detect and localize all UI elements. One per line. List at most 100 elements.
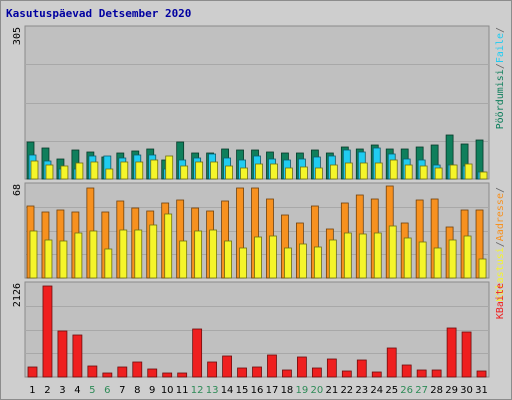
x-tick-label-day-6: 6 [104,385,110,396]
top-bar-külastusi-day-28 [434,167,443,180]
middle-bar-külastusi-day-19 [299,243,307,279]
x-tick-label-day-7: 7 [119,385,125,396]
x-tick-label-day-9: 9 [149,385,155,396]
middle-bar-külastusi-day-5 [89,230,98,279]
bottom-bar-kbaite-day-6 [102,372,113,378]
middle-bar-külastusi-day-2 [44,239,53,279]
middle-bar-külastusi-day-3 [59,240,68,279]
top-bar-külastusi-day-27 [419,165,428,180]
chart-title: Kasutuspäevad Detsember 2020 [6,7,191,20]
x-tick-label-day-19: 19 [296,385,309,396]
middle-bar-külastusi-day-13 [209,229,218,279]
top-bar-külastusi-day-5 [90,161,99,180]
x-tick-label-day-18: 18 [281,385,294,396]
x-tick-label-day-8: 8 [134,385,140,396]
x-tick-label-day-31: 31 [475,385,488,396]
middle-bar-külastusi-day-28 [433,247,442,279]
middle-scale-label: 68 [12,184,23,196]
x-tick-label-day-4: 4 [74,385,80,396]
top-bar-külastusi-day-29 [449,164,458,180]
middle-bar-külastusi-day-9 [149,224,158,279]
bottom-bar-kbaite-day-28 [431,369,442,378]
top-bar-külastusi-day-18 [285,167,293,180]
top-bar-külastusi-day-17 [270,163,278,180]
bottom-bar-kbaite-day-12 [192,328,203,378]
x-tick-label-day-11: 11 [176,385,189,396]
middle-bar-külastusi-day-8 [134,229,143,279]
top-bar-külastusi-day-22 [344,162,353,180]
middle-bar-külastusi-day-20 [313,246,322,279]
bottom-bar-kbaite-day-9 [147,368,158,378]
middle-bar-külastusi-day-30 [463,235,472,279]
bottom-plot-area [24,281,490,378]
bottom-bar-kbaite-day-31 [476,370,487,378]
x-tick-label-day-30: 30 [460,385,473,396]
right-legend-top: Pöördumisi/Faile/ [495,27,506,129]
top-bar-külastusi-day-20 [314,167,323,180]
bottom-bar-kbaite-day-26 [401,364,412,378]
middle-bar-külastusi-day-16 [254,236,262,279]
middle-bar-külastusi-day-7 [119,229,128,279]
bottom-bar-kbaite-day-29 [446,327,457,378]
bottom-bar-kbaite-day-21 [326,358,337,378]
middle-bar-külastusi-day-17 [269,235,277,279]
middle-bar-külastusi-day-27 [418,241,427,279]
top-bar-külastusi-day-19 [300,166,308,180]
x-tick-label-day-26: 26 [400,385,413,396]
legend-separator: / [495,63,506,69]
middle-bar-külastusi-day-25 [388,225,397,279]
top-bar-külastusi-day-21 [329,164,338,180]
x-tick-label-day-3: 3 [59,385,65,396]
top-bar-külastusi-day-10 [165,155,174,180]
right-legend-bottom: KBaite [495,283,506,319]
x-tick-label-day-20: 20 [311,385,324,396]
middle-bar-külastusi-day-23 [358,233,367,279]
x-tick-label-day-24: 24 [370,385,383,396]
x-tick-label-day-14: 14 [221,385,234,396]
top-bar-külastusi-day-15 [240,167,248,180]
middle-bar-külastusi-day-1 [29,230,38,279]
top-bar-külastusi-day-9 [150,159,159,180]
x-tick-label-day-23: 23 [355,385,368,396]
bottom-bar-kbaite-day-8 [132,361,143,378]
bottom-bar-kbaite-day-23 [356,359,367,378]
bottom-bar-kbaite-day-24 [371,371,382,378]
top-bar-külastusi-day-31 [479,171,488,180]
top-bar-külastusi-day-12 [195,161,204,180]
bottom-bar-kbaite-day-2 [42,285,53,378]
top-bar-külastusi-day-24 [374,162,383,180]
legend-label-kbaite: KBaite [495,283,506,319]
bottom-bar-kbaite-day-1 [27,366,38,378]
top-bar-külastusi-day-7 [120,161,129,180]
middle-bar-külastusi-day-21 [328,239,337,279]
middle-bar-külastusi-day-4 [74,232,83,279]
bottom-bar-kbaite-day-25 [386,347,397,378]
x-tick-label-day-17: 17 [266,385,279,396]
bottom-bar-kbaite-day-17 [267,354,277,378]
top-bar-külastusi-day-2 [45,164,54,180]
bottom-scale-label: 2126 [12,283,23,307]
bottom-bar-kbaite-day-13 [207,361,218,378]
top-bar-külastusi-day-26 [404,164,413,180]
x-tick-label-day-10: 10 [161,385,174,396]
middle-bar-külastusi-day-26 [403,237,412,279]
middle-bar-külastusi-day-14 [224,240,232,279]
middle-bar-külastusi-day-31 [478,258,487,279]
middle-bar-külastusi-day-18 [284,247,292,279]
middle-bar-külastusi-day-10 [164,213,173,279]
x-tick-label-day-22: 22 [340,385,353,396]
bottom-bar-kbaite-day-14 [222,355,232,378]
legend-label-aadresse: Aadresse [495,193,506,241]
legend-label-külastusi: Külastusi [495,247,506,301]
middle-bar-külastusi-day-6 [104,248,113,279]
x-tick-label-day-21: 21 [325,385,338,396]
bottom-bar-kbaite-day-5 [87,365,98,378]
x-tick-label-day-16: 16 [251,385,264,396]
bottom-bar-kbaite-day-18 [282,369,292,378]
legend-separator: / [495,187,506,193]
middle-bar-külastusi-day-29 [448,239,457,279]
middle-bar-külastusi-day-24 [373,232,382,279]
middle-bar-külastusi-day-12 [194,230,203,279]
